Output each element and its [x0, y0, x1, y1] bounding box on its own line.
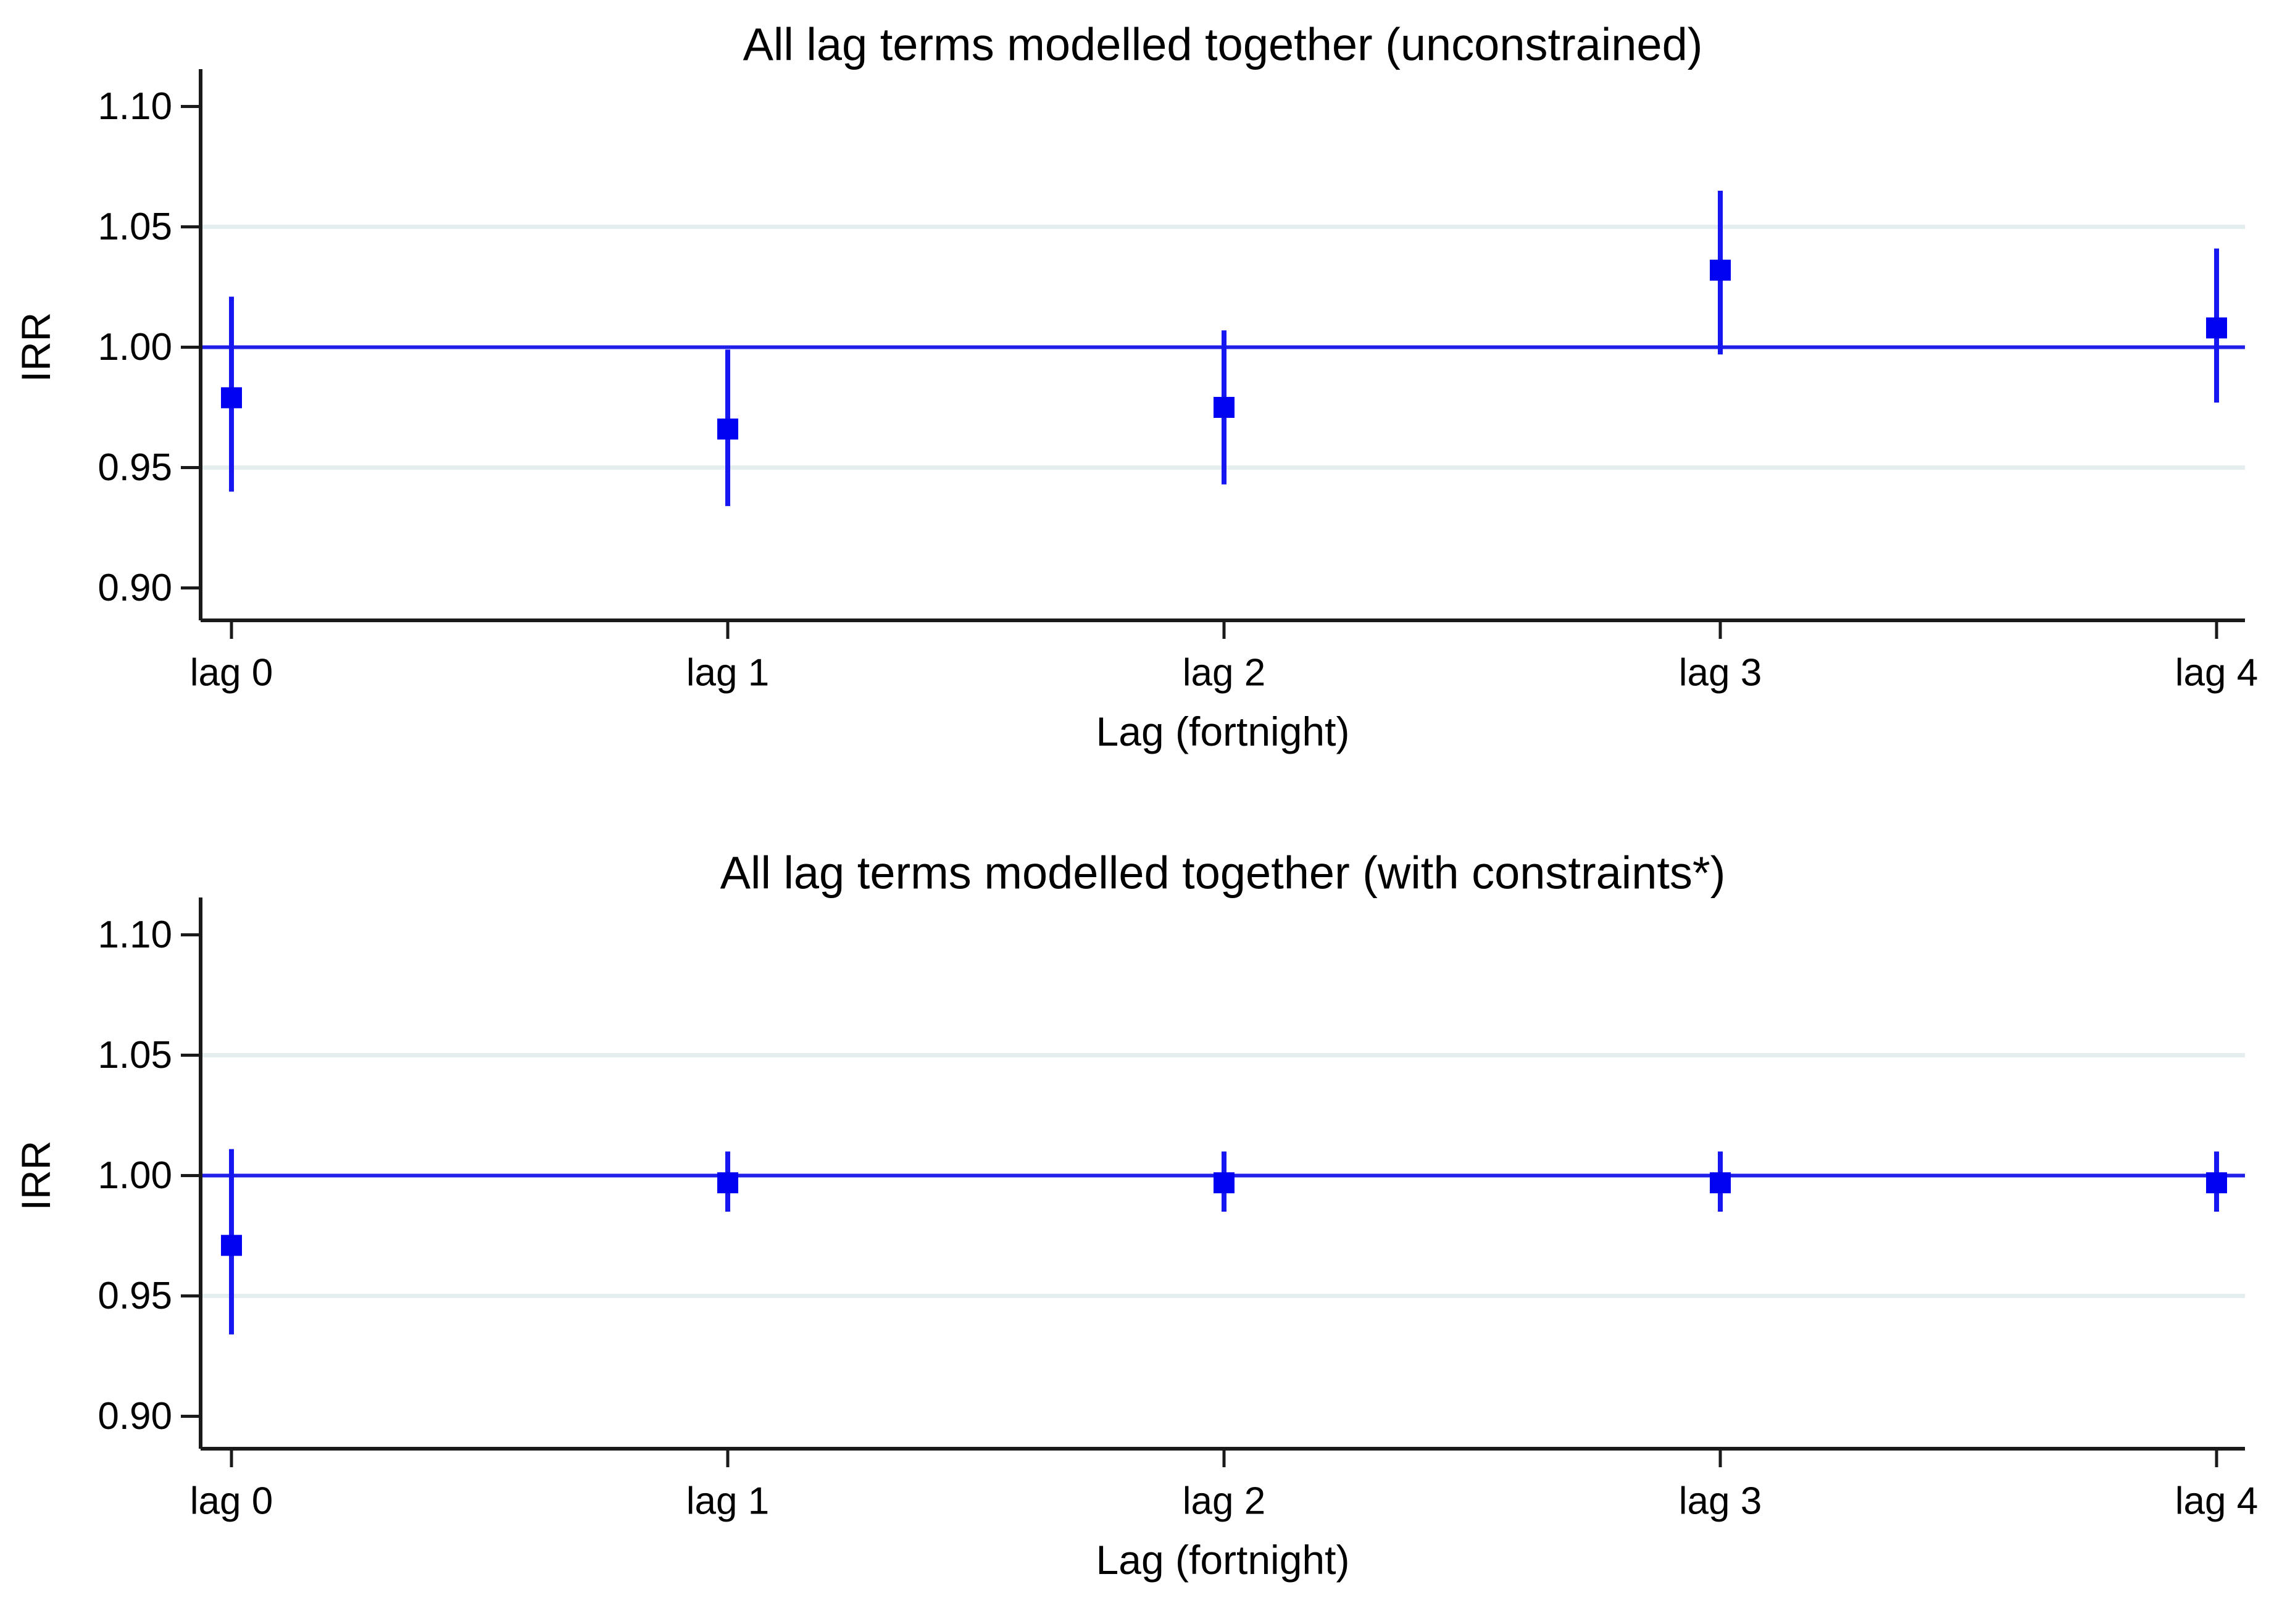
y-tick-label: 0.90 [98, 1395, 172, 1438]
point-estimate-marker [1214, 397, 1235, 418]
point-estimate-marker [221, 1235, 242, 1256]
y-axis-title: IRR [13, 312, 59, 383]
x-tick-label: lag 1 [686, 1480, 769, 1523]
x-tick-label: lag 2 [1183, 652, 1265, 694]
x-axis-title: Lag (fortnight) [1096, 1537, 1350, 1583]
x-tick-label: lag 2 [1183, 1480, 1265, 1523]
point-estimate-marker [1710, 259, 1731, 281]
y-tick-label: 1.10 [98, 914, 172, 956]
point-estimate-marker [221, 387, 242, 409]
chart-title: All lag terms modelled together (unconst… [743, 19, 1703, 70]
point-estimate-marker [2206, 317, 2227, 339]
y-tick-label: 1.00 [98, 326, 172, 369]
x-tick-label: lag 0 [190, 1480, 273, 1523]
chart-title: All lag terms modelled together (with co… [720, 847, 1726, 899]
x-tick-label: lag 1 [686, 652, 769, 694]
y-tick-label: 0.95 [98, 1275, 172, 1317]
y-tick-label: 0.95 [98, 446, 172, 489]
x-tick-label: lag 4 [2175, 652, 2258, 694]
point-estimate-marker [1214, 1172, 1235, 1194]
y-axis-title: IRR [13, 1141, 59, 1211]
y-tick-label: 1.05 [98, 1034, 172, 1076]
y-tick-label: 1.00 [98, 1154, 172, 1197]
y-tick-label: 1.10 [98, 85, 172, 128]
x-tick-label: lag 0 [190, 652, 273, 694]
point-estimate-marker [717, 1172, 738, 1194]
x-tick-label: lag 3 [1679, 1480, 1762, 1523]
point-estimate-marker [1710, 1172, 1731, 1194]
point-estimate-marker [717, 418, 738, 440]
x-tick-label: lag 3 [1679, 652, 1762, 694]
x-tick-label: lag 4 [2175, 1480, 2258, 1523]
y-tick-label: 0.90 [98, 567, 172, 609]
x-axis-title: Lag (fortnight) [1096, 709, 1350, 754]
point-estimate-marker [2206, 1172, 2227, 1194]
y-tick-label: 1.05 [98, 206, 172, 248]
